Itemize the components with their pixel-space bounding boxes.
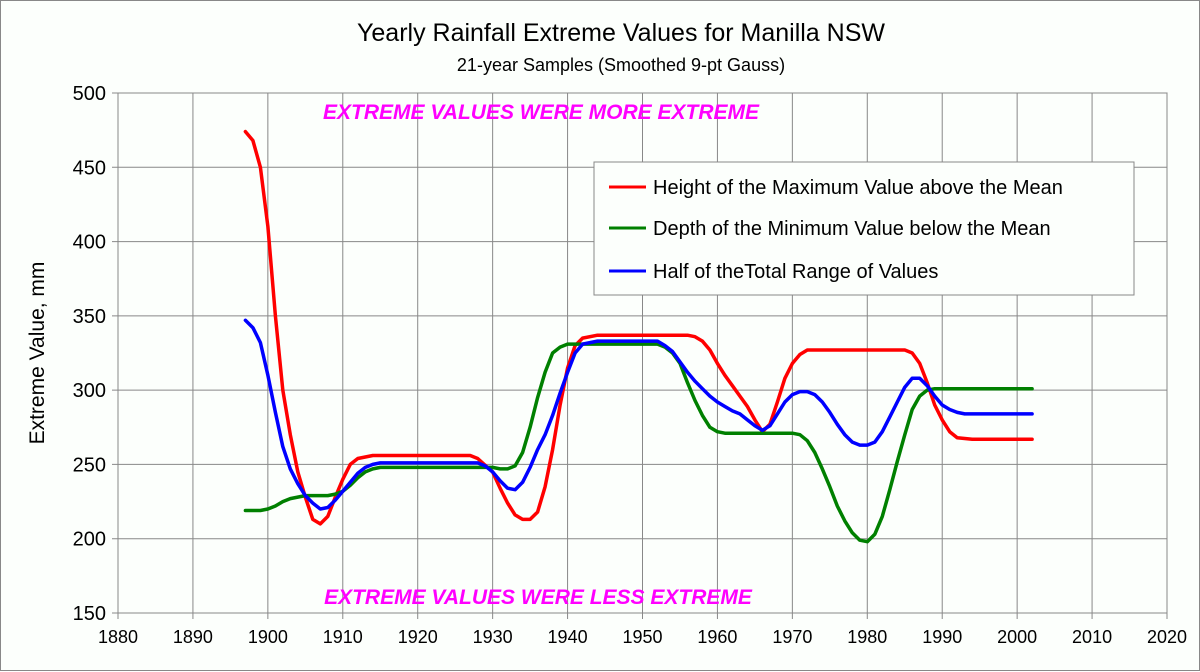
x-tick-label: 1910 bbox=[323, 627, 363, 647]
y-tick-label: 300 bbox=[73, 380, 106, 402]
x-tick-label: 2020 bbox=[1147, 627, 1187, 647]
x-tick-label: 1890 bbox=[173, 627, 213, 647]
y-tick-label: 150 bbox=[73, 603, 106, 625]
chart-title: Yearly Rainfall Extreme Values for Manil… bbox=[357, 19, 885, 47]
x-tick-label: 1970 bbox=[772, 627, 812, 647]
x-tick-label: 1880 bbox=[98, 627, 138, 647]
x-tick-label: 1940 bbox=[548, 627, 588, 647]
series-line-0 bbox=[243, 129, 1034, 526]
chart-subtitle: 21-year Samples (Smoothed 9-pt Gauss) bbox=[457, 55, 785, 75]
x-tick-label: 1900 bbox=[248, 627, 288, 647]
x-tick-label: 1950 bbox=[622, 627, 662, 647]
legend-box bbox=[593, 161, 1135, 296]
y-tick-label: 350 bbox=[73, 306, 106, 328]
legend: Height of the Maximum Value above the Me… bbox=[593, 161, 1135, 296]
y-tick-label: 500 bbox=[73, 83, 106, 105]
x-tick-label: 1980 bbox=[847, 627, 887, 647]
legend-label-range: Half of theTotal Range of Values bbox=[653, 261, 938, 283]
x-tick-label: 1990 bbox=[922, 627, 962, 647]
annotation-less-extreme: EXTREME VALUES WERE LESS EXTREME bbox=[324, 586, 753, 609]
y-tick-label: 450 bbox=[73, 157, 106, 179]
x-tick-label: 1960 bbox=[697, 627, 737, 647]
y-tick-label: 250 bbox=[73, 454, 106, 476]
y-tick-label: 200 bbox=[73, 529, 106, 551]
x-tick-label: 1920 bbox=[398, 627, 438, 647]
legend-label-min: Depth of the Minimum Value below the Mea… bbox=[653, 218, 1051, 240]
x-tick-label: 1930 bbox=[473, 627, 513, 647]
legend-label-max: Height of the Maximum Value above the Me… bbox=[653, 177, 1063, 199]
y-tick-label: 400 bbox=[73, 232, 106, 254]
series-line-2 bbox=[243, 318, 1034, 511]
x-tick-label: 2000 bbox=[997, 627, 1037, 647]
x-tick-label: 2010 bbox=[1072, 627, 1112, 647]
y-axis-label: Extreme Value, mm bbox=[26, 262, 49, 445]
annotation-more-extreme: EXTREME VALUES WERE MORE EXTREME bbox=[323, 101, 760, 124]
